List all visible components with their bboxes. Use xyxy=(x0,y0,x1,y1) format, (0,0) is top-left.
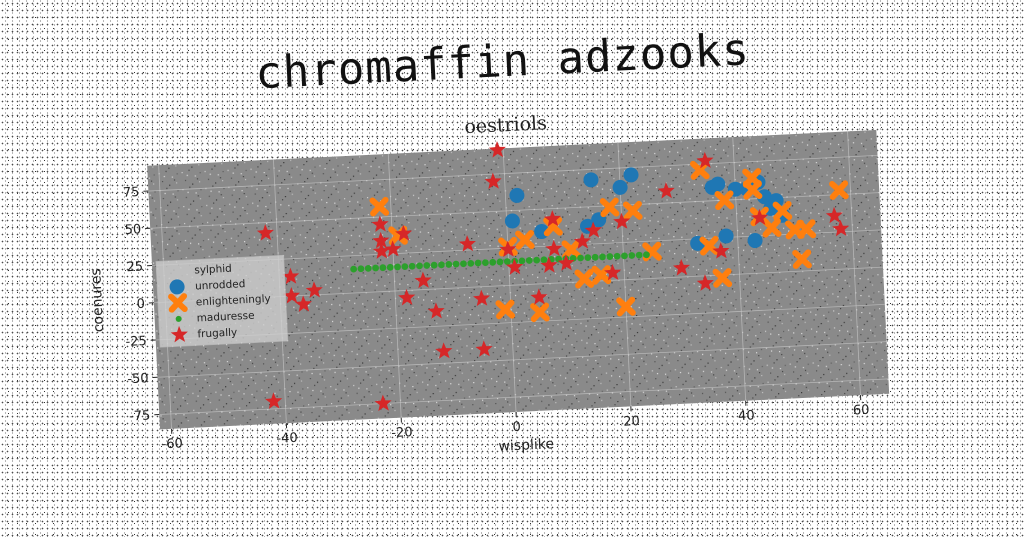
x-tick-label: 60 xyxy=(853,403,870,419)
x-tick-label: 0 xyxy=(512,420,521,435)
y-tick-label: -25 xyxy=(125,334,147,350)
y-tick-label: 50 xyxy=(124,222,141,238)
y-axis-label: coenures xyxy=(88,268,107,333)
y-tick-label: 0 xyxy=(136,297,145,312)
y-tick-label: 75 xyxy=(123,185,140,201)
legend-label-frugally: frugally xyxy=(197,327,237,341)
x-tick-label: -40 xyxy=(276,431,298,447)
legend-title: sylphid xyxy=(194,263,232,277)
x-tick-label: -20 xyxy=(391,425,413,441)
x-tick-label: -60 xyxy=(161,436,183,452)
x-tick-label: 20 xyxy=(623,414,640,430)
y-tick-label: -50 xyxy=(127,371,149,387)
x-tick-label: 40 xyxy=(738,408,755,424)
legend-label-unrodded: unrodded xyxy=(195,278,246,292)
y-tick-label: -75 xyxy=(129,408,151,424)
y-tick-label: 25 xyxy=(126,259,143,275)
x-axis-label: wisplike xyxy=(498,436,554,455)
